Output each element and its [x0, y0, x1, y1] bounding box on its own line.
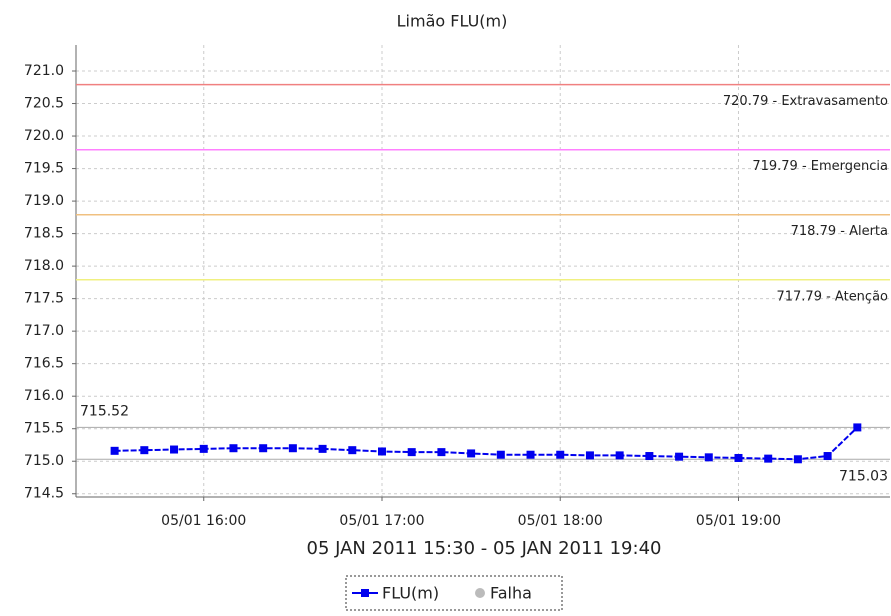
y-tick-label: 715.0	[24, 453, 64, 469]
y-tick-label: 718.0	[24, 258, 64, 274]
data-point	[675, 452, 684, 461]
legend-swatch	[361, 589, 369, 597]
data-point	[585, 451, 594, 460]
data-point	[645, 452, 654, 461]
y-tick-label: 717.5	[24, 291, 64, 307]
y-tick-label: 714.5	[24, 486, 64, 502]
x-tick-label: 05/01 17:00	[339, 513, 424, 529]
data-point	[170, 445, 179, 454]
data-point	[377, 447, 386, 456]
legend-label: FLU(m)	[382, 584, 439, 603]
data-point	[793, 455, 802, 464]
data-point	[556, 450, 565, 459]
y-tick-label: 715.5	[24, 421, 64, 437]
legend-box	[345, 575, 563, 611]
data-point	[229, 444, 238, 453]
data-point	[407, 448, 416, 457]
data-point	[764, 454, 773, 463]
data-point	[288, 444, 297, 453]
y-tick-label: 719.5	[24, 161, 64, 177]
data-point	[110, 446, 119, 455]
data-point	[615, 451, 624, 460]
legend-label: Falha	[490, 584, 532, 603]
y-tick-label: 717.0	[24, 323, 64, 339]
y-tick-label: 719.0	[24, 193, 64, 209]
marker-label: 715.52	[80, 403, 129, 419]
reference-label: 718.79 - Alerta	[791, 224, 888, 239]
data-point	[437, 448, 446, 457]
data-point	[704, 453, 713, 462]
x-tick-label: 05/01 18:00	[518, 513, 603, 529]
reference-label: 717.79 - Atenção	[776, 289, 888, 304]
data-point	[823, 452, 832, 461]
data-point	[496, 450, 505, 459]
y-tick-label: 716.0	[24, 388, 64, 404]
data-point	[259, 444, 268, 453]
data-point	[348, 446, 357, 455]
legend-swatch	[475, 588, 485, 598]
y-tick-label: 720.0	[24, 128, 64, 144]
data-point	[853, 423, 862, 432]
data-point	[734, 453, 743, 462]
series-line	[114, 426, 859, 461]
subtitle: 05 JAN 2011 15:30 - 05 JAN 2011 19:40	[307, 538, 662, 559]
chart-title: Limão FLU(m)	[397, 12, 508, 31]
data-point	[318, 444, 327, 453]
reference-label: 719.79 - Emergencia	[752, 159, 888, 174]
y-tick-label: 718.5	[24, 226, 64, 242]
data-point	[199, 444, 208, 453]
data-point	[140, 446, 149, 455]
data-point	[467, 449, 476, 458]
y-tick-label: 720.5	[24, 96, 64, 112]
x-tick-label: 05/01 19:00	[696, 513, 781, 529]
x-tick-label: 05/01 16:00	[161, 513, 246, 529]
y-tick-label: 716.5	[24, 356, 64, 372]
y-tick-label: 721.0	[24, 63, 64, 79]
reference-label: 720.79 - Extravasamento	[723, 94, 888, 109]
data-point	[526, 450, 535, 459]
marker-label: 715.03	[839, 468, 888, 484]
